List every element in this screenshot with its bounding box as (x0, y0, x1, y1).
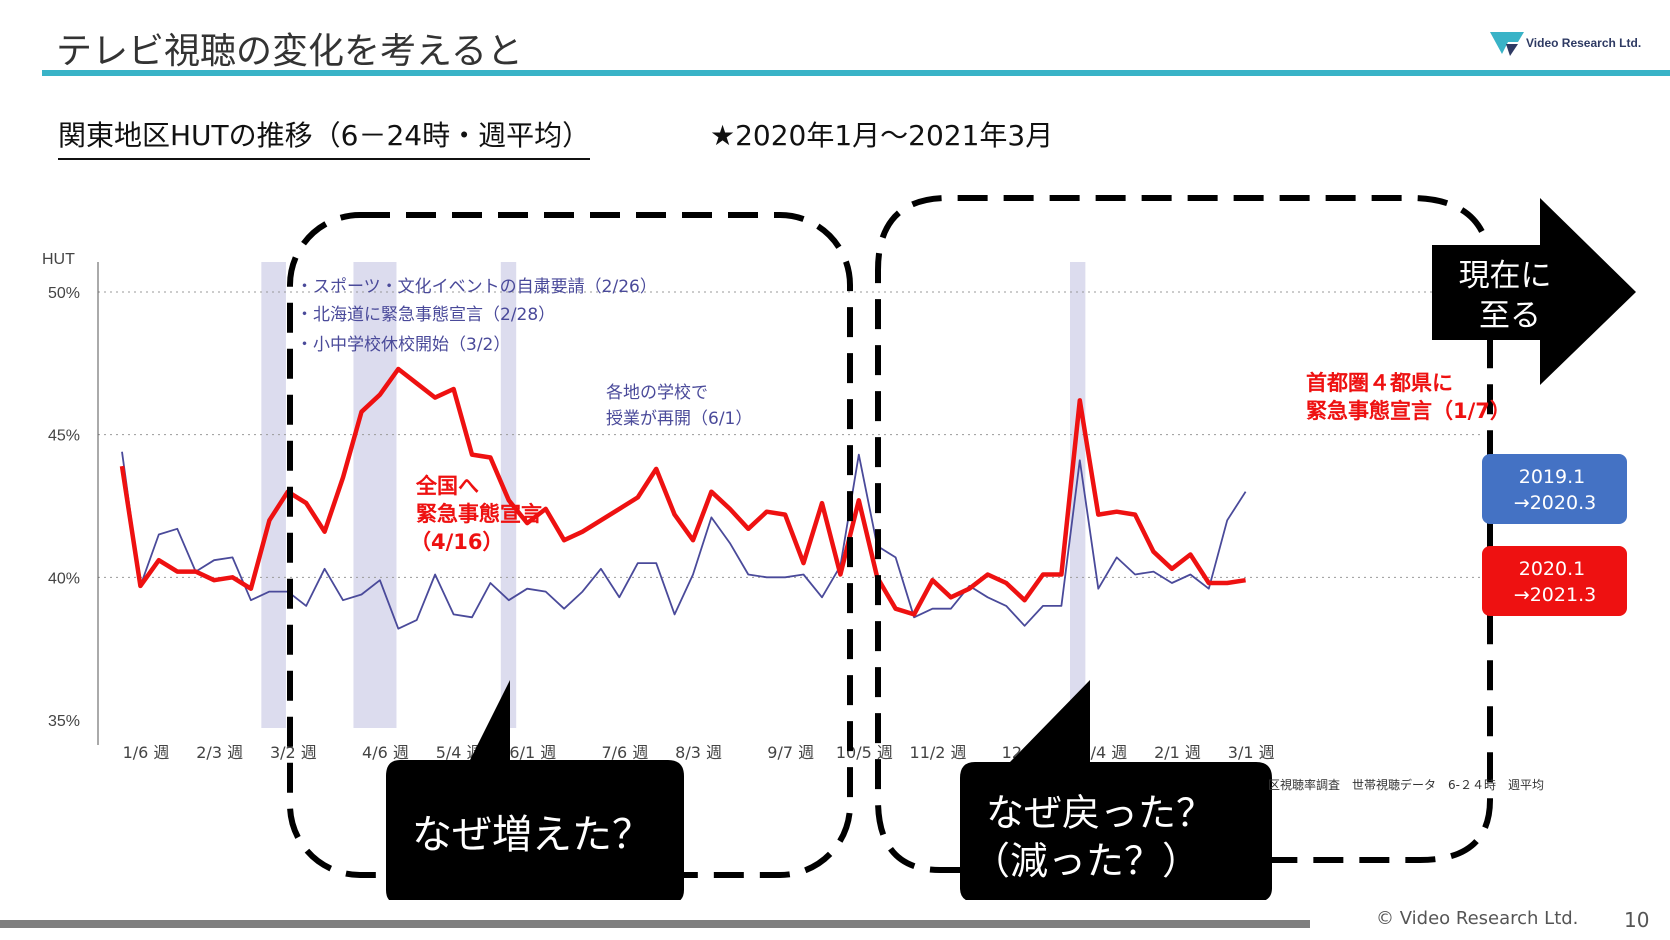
series-line-2019-2020 (121, 451, 1247, 630)
legend-red-box (1482, 546, 1627, 616)
x-tick-label: 1/4 週 (1080, 743, 1127, 762)
annotation-school-line-2: 授業が再開（6/1） (606, 409, 752, 429)
annotation-national-line-3: （4/16） (410, 530, 504, 554)
annotation-metro-emergency: 首都圏４都県に 緊急事態宣言（1/7） (1306, 371, 1511, 423)
slide-title: テレビ視聴の変化を考えると (56, 31, 523, 72)
arrow-right-icon (1432, 198, 1636, 385)
legend-blue-line-1: 2019.1 (1519, 466, 1585, 488)
x-tick-label: 6/1 週 (509, 743, 556, 762)
shaded-week-0 (261, 262, 286, 728)
annotation-blue-line-2: ・北海道に緊急事態宣言（2/28） (296, 305, 555, 325)
callout-left-text: なぜ増えた？ (412, 812, 652, 858)
x-tick-label: 9/7 週 (767, 743, 814, 762)
annotation-national-line-1: 全国へ (415, 474, 479, 498)
annotation-blue-list: ・スポーツ・文化イベントの自粛要請（2/26） ・北海道に緊急事態宣言（2/28… (296, 277, 662, 355)
callout-right (960, 680, 1272, 900)
series-line-2020-2021 (119, 366, 1246, 617)
callout-right-line-1: なぜ戻った？ (986, 791, 1214, 835)
x-tick-label: 10/5 週 (836, 743, 893, 762)
x-axis: 1/6 週 2/3 週 3/2 週 4/6 週 5/4 週 6/1 週 7/6 週 8/3 週… (123, 743, 1275, 762)
x-tick-label: 4/6 週 (362, 743, 409, 762)
x-tick-label: 11/2 週 (910, 743, 967, 762)
annotation-metro-line-1: 首都圏４都県に (1306, 371, 1453, 395)
hut-line-chart: HUT 35% 40% 45% 50% 1/6 週 2/3 週 3/2 週 4/6 週 5/4 … (42, 195, 1636, 900)
page-number: 10 (1624, 908, 1650, 932)
callout-right-line-2: （減った？） (972, 839, 1200, 883)
arrow-label: 現在に 至る (1459, 258, 1562, 334)
logo-mark-icon (1490, 32, 1524, 54)
shaded-week-1 (353, 262, 397, 728)
source-note: 区視聴率調査 世帯視聴データ 6-２４時 週平均 (1268, 778, 1544, 792)
x-tick-label: 3/2 週 (270, 743, 317, 762)
legend-blue-line-2: →2020.3 (1514, 492, 1596, 514)
y-axis-label: HUT (42, 251, 75, 268)
x-tick-label: 3/1 週 (1228, 743, 1275, 762)
annotation-metro-line-2: 緊急事態宣言（1/7） (1306, 399, 1511, 423)
dashed-frame-left (287, 212, 853, 878)
logo-text: Video Research Ltd. (1526, 36, 1642, 50)
callout-left (386, 680, 684, 900)
arrow-label-line-1: 現在に (1459, 258, 1552, 294)
legend-blue-label: 2019.1 →2020.3 (1514, 466, 1596, 514)
series-lines (119, 366, 1247, 630)
legend-red-line-2: →2021.3 (1514, 584, 1596, 606)
company-logo (1490, 32, 1524, 56)
annotation-school-reopen: 各地の学校で 授業が再開（6/1） (606, 383, 752, 429)
annotation-blue-line-1: ・スポーツ・文化イベントの自粛要請（2/26） (296, 277, 657, 297)
x-tick-label: 5/4 週 (436, 743, 483, 762)
shaded-week-3 (1069, 262, 1086, 728)
chart-subtitle: 関東地区HUTの推移（6－24時・週平均） (58, 114, 591, 160)
copyright: © Video Research Ltd. (1376, 908, 1579, 929)
x-tick-label: 1/6 週 (123, 743, 170, 762)
title-rule (42, 70, 1670, 76)
dashed-frame-right (875, 195, 1493, 873)
annotation-national-line-2: 緊急事態宣言 (416, 502, 542, 526)
annotation-school-line-1: 各地の学校で (606, 383, 708, 403)
x-tick-label: 7/6 週 (601, 743, 648, 762)
y-tick-label: 50% (48, 285, 80, 302)
x-tick-label: 2/1 週 (1154, 743, 1201, 762)
y-tick-label: 40% (48, 570, 80, 587)
footer-bar (0, 920, 1310, 928)
legend-blue-box (1482, 454, 1627, 524)
legend-red-line-1: 2020.1 (1519, 558, 1585, 580)
x-tick-label: 2/3 週 (196, 743, 243, 762)
chart-period: ★2020年1月～2021年3月 (710, 119, 1054, 152)
legend-red-label: 2020.1 →2021.3 (1514, 558, 1596, 606)
y-tick-label: 35% (48, 713, 80, 730)
shaded-periods (261, 262, 1086, 728)
callout-right-text: なぜ戻った？ （減った？） (972, 791, 1226, 883)
annotation-blue-line-3: ・小中学校休校開始（3/2） (296, 335, 510, 355)
x-tick-label: 8/3 週 (675, 743, 722, 762)
annotation-national-emergency: 全国へ 緊急事態宣言 （4/16） (410, 474, 549, 554)
arrow-label-line-2: 至る (1479, 298, 1541, 334)
y-axis: HUT 35% 40% 45% 50% (42, 251, 99, 745)
y-tick-label: 45% (48, 428, 80, 445)
